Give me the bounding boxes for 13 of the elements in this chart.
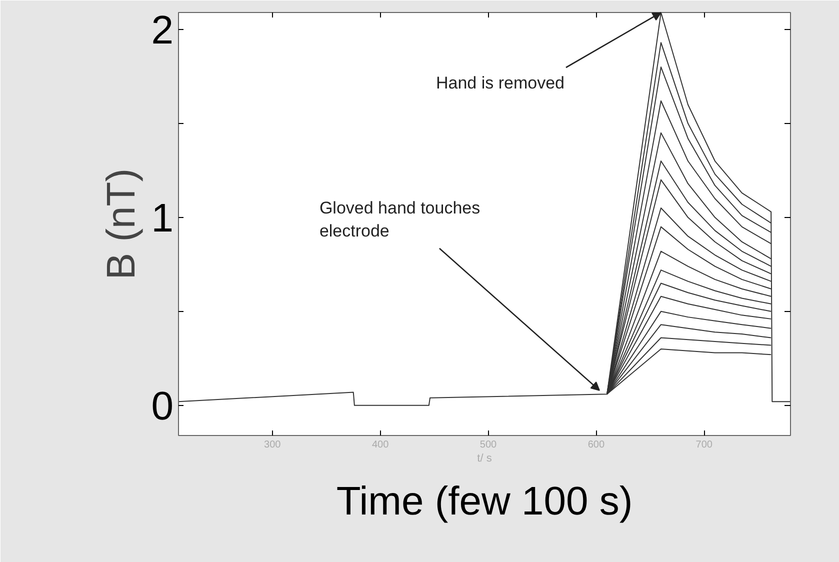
x-tick-label: 500 [480,440,498,450]
x-tick-label: 400 [372,440,390,450]
annotation: Hand is removed [436,74,564,92]
x-tick-label: 300 [264,440,282,450]
x-tick-label: 600 [588,440,605,450]
y-tick-label: 0 [151,384,174,428]
x-tick-label: 700 [696,440,713,450]
y-tick-label: 2 [151,8,174,52]
x-axis-title: t/ s [477,452,492,464]
y-axis-title: B (nT) [99,168,144,280]
text: Time (few 100 s) [336,480,633,524]
y-tick-label: 1 [151,196,174,240]
annotation: Gloved hand touches electrode [319,198,480,240]
